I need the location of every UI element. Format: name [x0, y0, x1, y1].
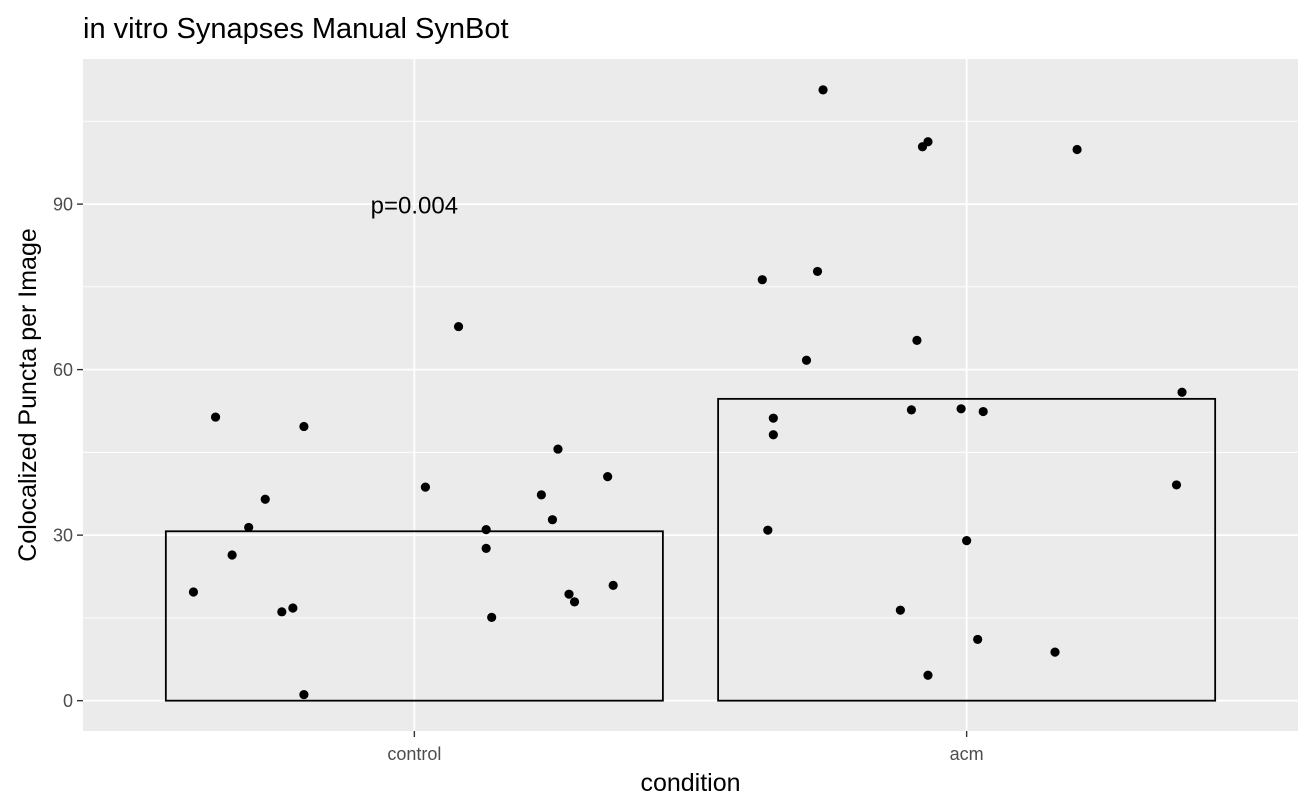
data-point-acm — [973, 634, 983, 645]
y-tick-label: 0 — [63, 691, 73, 711]
data-point-control — [210, 412, 221, 422]
data-point-control — [536, 490, 546, 500]
y-tick-label: 60 — [53, 360, 73, 380]
data-point-control — [299, 421, 309, 432]
data-point-control — [288, 603, 298, 613]
y-tick-label: 90 — [53, 195, 73, 215]
data-point-control — [299, 689, 309, 700]
data-point-control — [608, 580, 618, 590]
data-point-control — [564, 589, 574, 599]
data-point-control — [481, 543, 491, 553]
grid-minor — [83, 120, 1298, 619]
data-point-control — [244, 522, 254, 533]
data-point-control — [420, 482, 431, 492]
data-point-control — [569, 597, 580, 607]
bar-acm — [717, 397, 1217, 702]
data-point-acm — [812, 266, 823, 277]
data-point-control — [188, 587, 199, 597]
data-point-acm — [906, 405, 917, 415]
data-point-control — [227, 550, 237, 560]
x-axis-title: condition — [640, 769, 740, 797]
data-point-control — [487, 612, 497, 622]
bars — [164, 397, 1217, 702]
data-point-acm — [956, 404, 966, 414]
data-point-acm — [801, 355, 812, 365]
data-point-acm — [912, 335, 922, 345]
data-point-acm — [1050, 647, 1060, 657]
data-point-acm — [978, 406, 988, 417]
data-point-control — [260, 494, 270, 504]
data-point-control — [481, 525, 491, 535]
data-point-control — [547, 515, 558, 525]
data-point-acm — [962, 536, 972, 546]
points — [188, 85, 1187, 700]
data-point-control — [603, 472, 613, 482]
data-point-acm — [757, 275, 767, 285]
plot-panel — [83, 59, 1298, 731]
data-point-acm — [923, 137, 933, 147]
data-point-acm — [768, 430, 778, 440]
x-axis: control acm — [387, 731, 984, 764]
data-point-acm — [1171, 480, 1182, 490]
data-point-acm — [818, 85, 828, 95]
data-point-acm — [1177, 387, 1187, 397]
data-point-acm — [923, 670, 933, 680]
chart-title: in vitro Synapses Manual SynBot — [83, 13, 509, 45]
data-point-control — [277, 607, 287, 617]
data-point-control — [553, 444, 563, 454]
y-axis-title: Colocalized Puncta per Image — [14, 228, 42, 562]
y-tick-label: 30 — [53, 526, 73, 546]
data-point-acm — [895, 605, 905, 615]
data-point-acm — [763, 525, 773, 535]
data-point-acm — [1072, 144, 1082, 155]
bar-control — [164, 530, 664, 702]
y-axis: 0 30 60 90 — [53, 195, 83, 711]
data-point-acm — [768, 413, 778, 423]
x-tick-label: control — [387, 744, 441, 764]
p-value-annotation: p=0.004 — [371, 192, 458, 219]
x-tick-label: acm — [950, 744, 984, 764]
data-point-control — [453, 321, 464, 332]
